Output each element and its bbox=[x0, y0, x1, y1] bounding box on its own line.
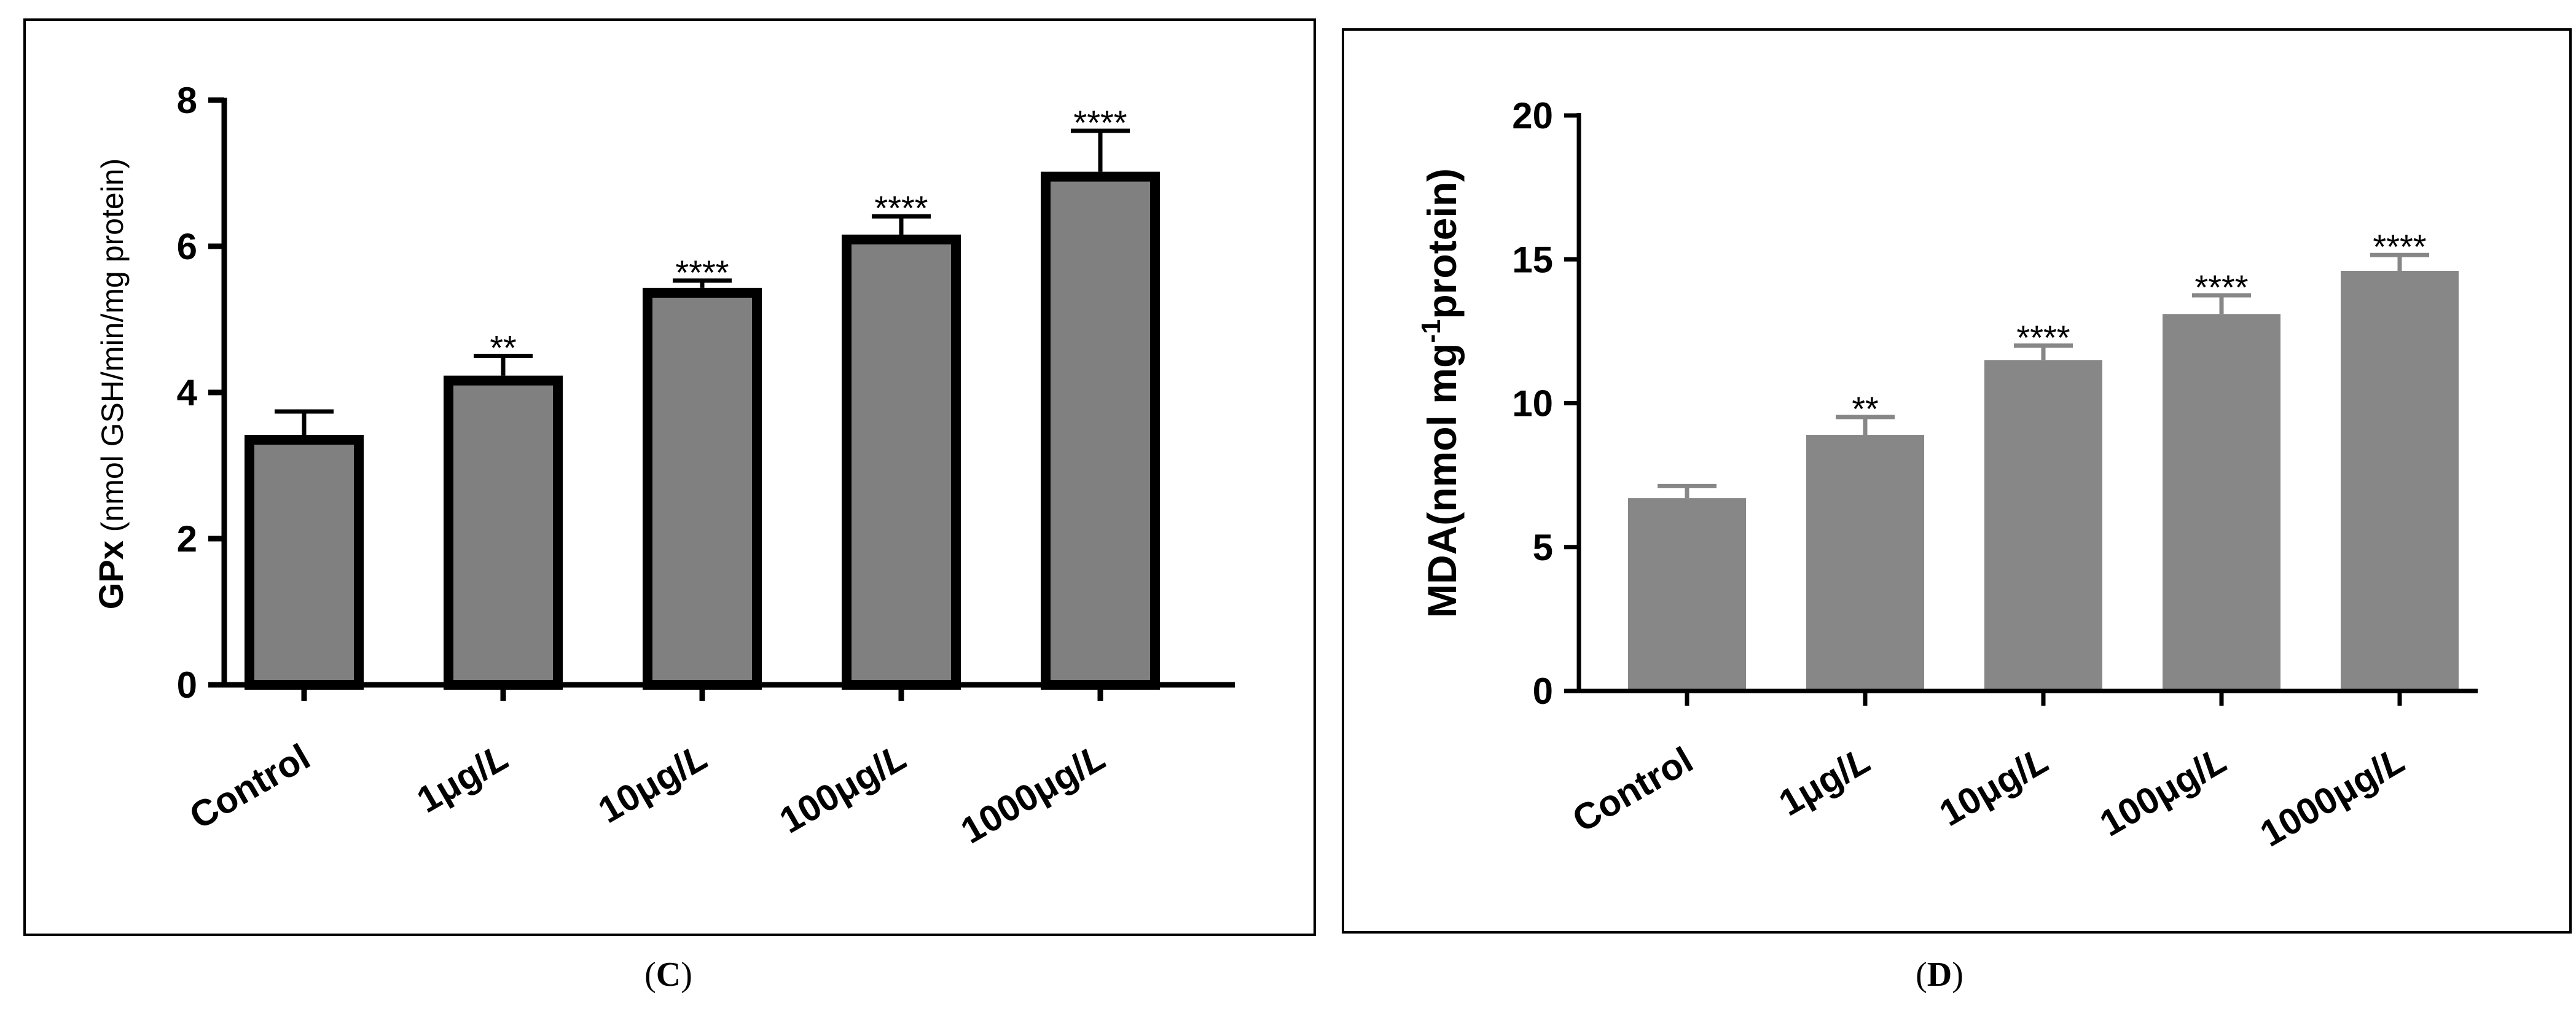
panel-c-ylabel: GPx (nmol GSH/min/mg protein) bbox=[92, 158, 130, 609]
panel-d-category-label: 100μg/L bbox=[2093, 739, 2234, 844]
panel-d-significance-label: **** bbox=[2373, 227, 2426, 266]
panel-c-category-text: 10μg/ bbox=[591, 747, 695, 831]
panel-c-y-tick-label: 8 bbox=[177, 80, 197, 121]
panel-c-y-tick-label: 4 bbox=[177, 372, 198, 413]
panel-d-frame bbox=[1342, 28, 2572, 934]
panel-d-y-tick-label: 0 bbox=[1533, 671, 1553, 712]
panel-c-chart: 0 2 4 6 8 Control ** 1μg/L **** 10μg/L **** 100μg/L… bbox=[177, 80, 1235, 851]
panel-c-category-text: Control bbox=[182, 736, 316, 837]
caption-d: (D) bbox=[1916, 956, 1963, 994]
panel-d-category-label: 1μg/L bbox=[1772, 739, 1877, 824]
panel-d-category-label: Control bbox=[1565, 739, 1699, 840]
panel-d-ylabel-end: protein) bbox=[1419, 168, 1465, 319]
panel-d-category-label: 10μg/L bbox=[1932, 739, 2056, 834]
panel-c-bar bbox=[1041, 171, 1160, 690]
panel-d-significance-label: **** bbox=[2194, 268, 2248, 306]
panel-d-category-text: 100μg/ bbox=[2093, 750, 2215, 844]
caption-d-close: ) bbox=[1952, 956, 1963, 994]
panel-d-y-tick-label: 10 bbox=[1512, 383, 1553, 424]
panel-d-y-tick-label: 15 bbox=[1512, 239, 1553, 280]
panel-d-bar bbox=[1628, 498, 1746, 689]
panel-c-significance-label: **** bbox=[874, 189, 928, 227]
panel-c-significance-label: **** bbox=[675, 253, 729, 292]
panel-d-ylabel-main: MDA(nmol mg bbox=[1419, 343, 1465, 618]
panel-c-bar bbox=[444, 375, 563, 690]
caption-d-open: ( bbox=[1916, 956, 1927, 994]
caption-c-open: ( bbox=[644, 956, 656, 994]
panel-c-y-tick-label: 0 bbox=[177, 665, 197, 706]
panel-d-significance-label: **** bbox=[2016, 318, 2070, 357]
panel-c-ylabel-rest: (nmol GSH/min/mg protein) bbox=[95, 158, 130, 540]
panel-d-y-tick-label: 5 bbox=[1533, 527, 1553, 568]
panel-d-category-text: Control bbox=[1565, 739, 1699, 840]
panel-c-y-tick-label: 6 bbox=[177, 226, 197, 267]
panel-d-significance-label: ** bbox=[1852, 389, 1879, 428]
panel-c-bar bbox=[245, 435, 364, 690]
panel-d-bar bbox=[1806, 435, 1924, 689]
caption-d-letter: D bbox=[1927, 956, 1952, 994]
panel-c-category-label: 100μg/L bbox=[773, 736, 914, 841]
panel-d-category-text: 1000μg/ bbox=[2253, 750, 2393, 854]
panel-c-bar bbox=[643, 287, 762, 690]
panel-c-category-label: Control bbox=[182, 736, 316, 837]
panel-c-significance-label: **** bbox=[1073, 103, 1127, 142]
panel-d-bar bbox=[1984, 360, 2102, 689]
panel-d-y-tick-label: 20 bbox=[1512, 95, 1553, 136]
caption-c-letter: C bbox=[656, 956, 681, 994]
panel-d-category-text: 10μg/ bbox=[1932, 750, 2037, 834]
caption-c-close: ) bbox=[681, 956, 692, 994]
panel-c-category-text: 100μg/ bbox=[773, 747, 895, 841]
panel-c-category-text: 1000μg/ bbox=[954, 747, 1094, 851]
panel-d-bar bbox=[2163, 314, 2280, 689]
panel-c-significance-label: ** bbox=[490, 329, 517, 367]
panel-d-ylabel: MDA(nmol mg-1protein) bbox=[1416, 168, 1465, 618]
panel-c-category-label: 10μg/L bbox=[591, 736, 714, 831]
panel-c-category-label: 1μg/L bbox=[410, 736, 515, 821]
panel-c-category-label: 1000μg/L bbox=[954, 736, 1113, 851]
panel-c-ylabel-prefix: GPx bbox=[92, 540, 130, 609]
panel-d-ylabel-sup: -1 bbox=[1416, 319, 1446, 343]
panel-c-frame bbox=[23, 18, 1316, 936]
panel-d-category-label: 1000μg/L bbox=[2253, 739, 2413, 854]
panel-c-y-tick-label: 2 bbox=[177, 518, 197, 560]
caption-c: (C) bbox=[644, 956, 692, 994]
panel-d-bar bbox=[2341, 270, 2459, 689]
panel-d-chart: 0 5 10 15 20 Control ** 1μg/L **** 10μg/L **** 100μ… bbox=[1512, 95, 2478, 854]
panel-c-bar bbox=[842, 234, 961, 690]
